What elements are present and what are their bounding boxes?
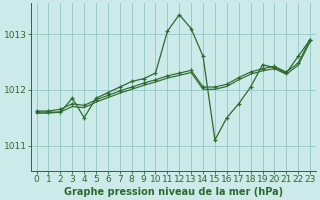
X-axis label: Graphe pression niveau de la mer (hPa): Graphe pression niveau de la mer (hPa)	[64, 187, 283, 197]
